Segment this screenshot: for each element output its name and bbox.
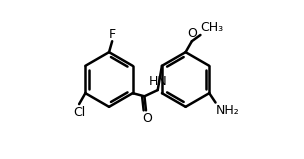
- Text: O: O: [142, 112, 152, 125]
- Text: Cl: Cl: [73, 106, 85, 119]
- Text: NH₂: NH₂: [216, 104, 239, 117]
- Text: HN: HN: [149, 76, 168, 88]
- Text: O: O: [187, 28, 197, 40]
- Text: F: F: [109, 28, 116, 41]
- Text: CH₃: CH₃: [200, 21, 223, 34]
